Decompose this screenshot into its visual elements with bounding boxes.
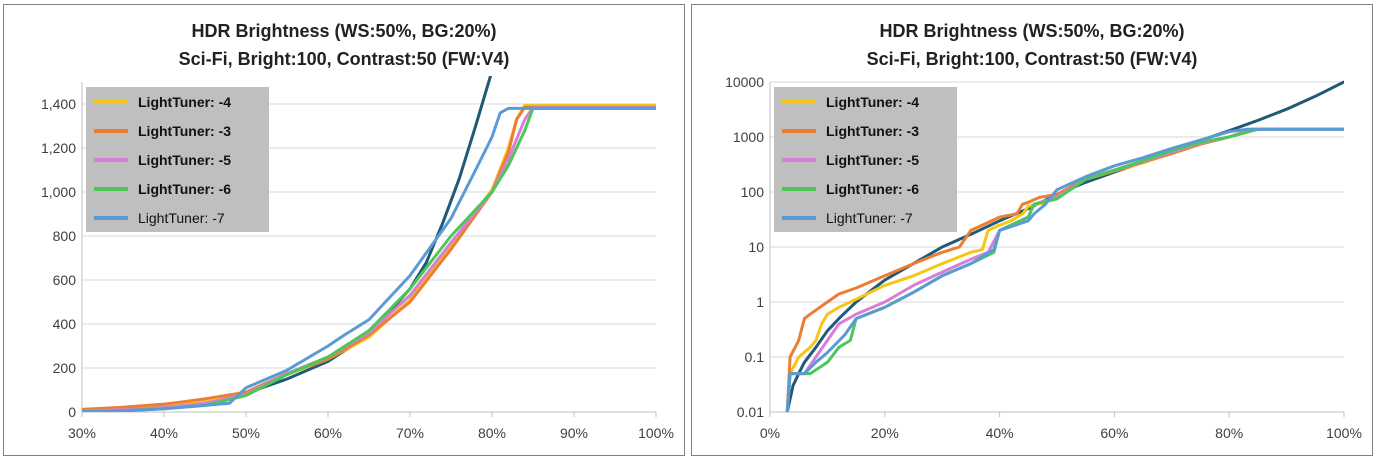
y-tick-label: 1,000 <box>41 184 76 200</box>
chart-title: HDR Brightness (WS:50%, BG:20%) <box>191 21 496 41</box>
x-tick-label: 60% <box>314 425 342 441</box>
y-tick-label: 1,400 <box>41 96 76 112</box>
x-tick-label: 60% <box>1100 425 1128 441</box>
y-tick-label: 400 <box>53 316 77 332</box>
y-tick-label: 0 <box>68 404 76 420</box>
x-tick-label: 40% <box>150 425 178 441</box>
x-tick-label: 90% <box>560 425 588 441</box>
chart-left: HDR Brightness (WS:50%, BG:20%) Sci-Fi, … <box>41 21 674 441</box>
legend-label: LightTuner: -4 <box>826 94 919 110</box>
chart-subtitle: Sci-Fi, Bright:100, Contrast:50 (FW:V4) <box>179 49 510 69</box>
chart-title: HDR Brightness (WS:50%, BG:20%) <box>879 21 1184 41</box>
legend: LightTuner: -4 LightTuner: -3 LightTuner: … <box>774 87 957 232</box>
y-tick-label: 100 <box>741 184 765 200</box>
x-tick-label: 100% <box>1326 425 1362 441</box>
chart-right: HDR Brightness (WS:50%, BG:20%) Sci-Fi, … <box>725 21 1362 441</box>
legend-label: LightTuner: -6 <box>826 181 919 197</box>
series-line <box>785 127 1344 412</box>
chart-panel-right: HDR Brightness (WS:50%, BG:20%) Sci-Fi, … <box>691 4 1373 456</box>
legend-label: LightTuner: -6 <box>138 181 231 197</box>
series-line <box>82 105 656 412</box>
y-tick-label: 10 <box>748 239 764 255</box>
y-tick-label: 0.1 <box>745 349 765 365</box>
y-tick-label: 200 <box>53 360 77 376</box>
x-tick-label: 100% <box>638 425 674 441</box>
x-tick-label: 20% <box>871 425 899 441</box>
x-tick-label: 70% <box>396 425 424 441</box>
y-tick-label: 800 <box>53 228 77 244</box>
series-line <box>82 105 656 411</box>
legend-label: LightTuner: -3 <box>138 123 231 139</box>
y-tick-label: 0.01 <box>737 404 764 420</box>
x-tick-label: 0% <box>760 425 780 441</box>
legend: LightTuner: -4 LightTuner: -3 LightTuner: … <box>86 87 269 232</box>
y-tick-label: 1000 <box>733 129 764 145</box>
y-tick-label: 10000 <box>725 74 764 90</box>
x-tick-label: 80% <box>478 425 506 441</box>
series-line <box>82 106 656 412</box>
y-tick-label: 1,200 <box>41 140 76 156</box>
legend-label: LightTuner: -7 <box>138 210 225 226</box>
x-tick-label: 50% <box>232 425 260 441</box>
x-tick-label: 40% <box>986 425 1014 441</box>
y-tick-label: 1 <box>756 294 764 310</box>
chart-panel-left: HDR Brightness (WS:50%, BG:20%) Sci-Fi, … <box>3 4 685 456</box>
x-tick-label: 30% <box>68 425 96 441</box>
legend-label: LightTuner: -3 <box>826 123 919 139</box>
y-tick-label: 600 <box>53 272 77 288</box>
legend-label: LightTuner: -5 <box>826 152 919 168</box>
legend-label: LightTuner: -5 <box>138 152 231 168</box>
x-tick-label: 80% <box>1215 425 1243 441</box>
legend-label: LightTuner: -4 <box>138 94 231 110</box>
chart-subtitle: Sci-Fi, Bright:100, Contrast:50 (FW:V4) <box>867 49 1198 69</box>
legend-label: LightTuner: -7 <box>826 210 913 226</box>
